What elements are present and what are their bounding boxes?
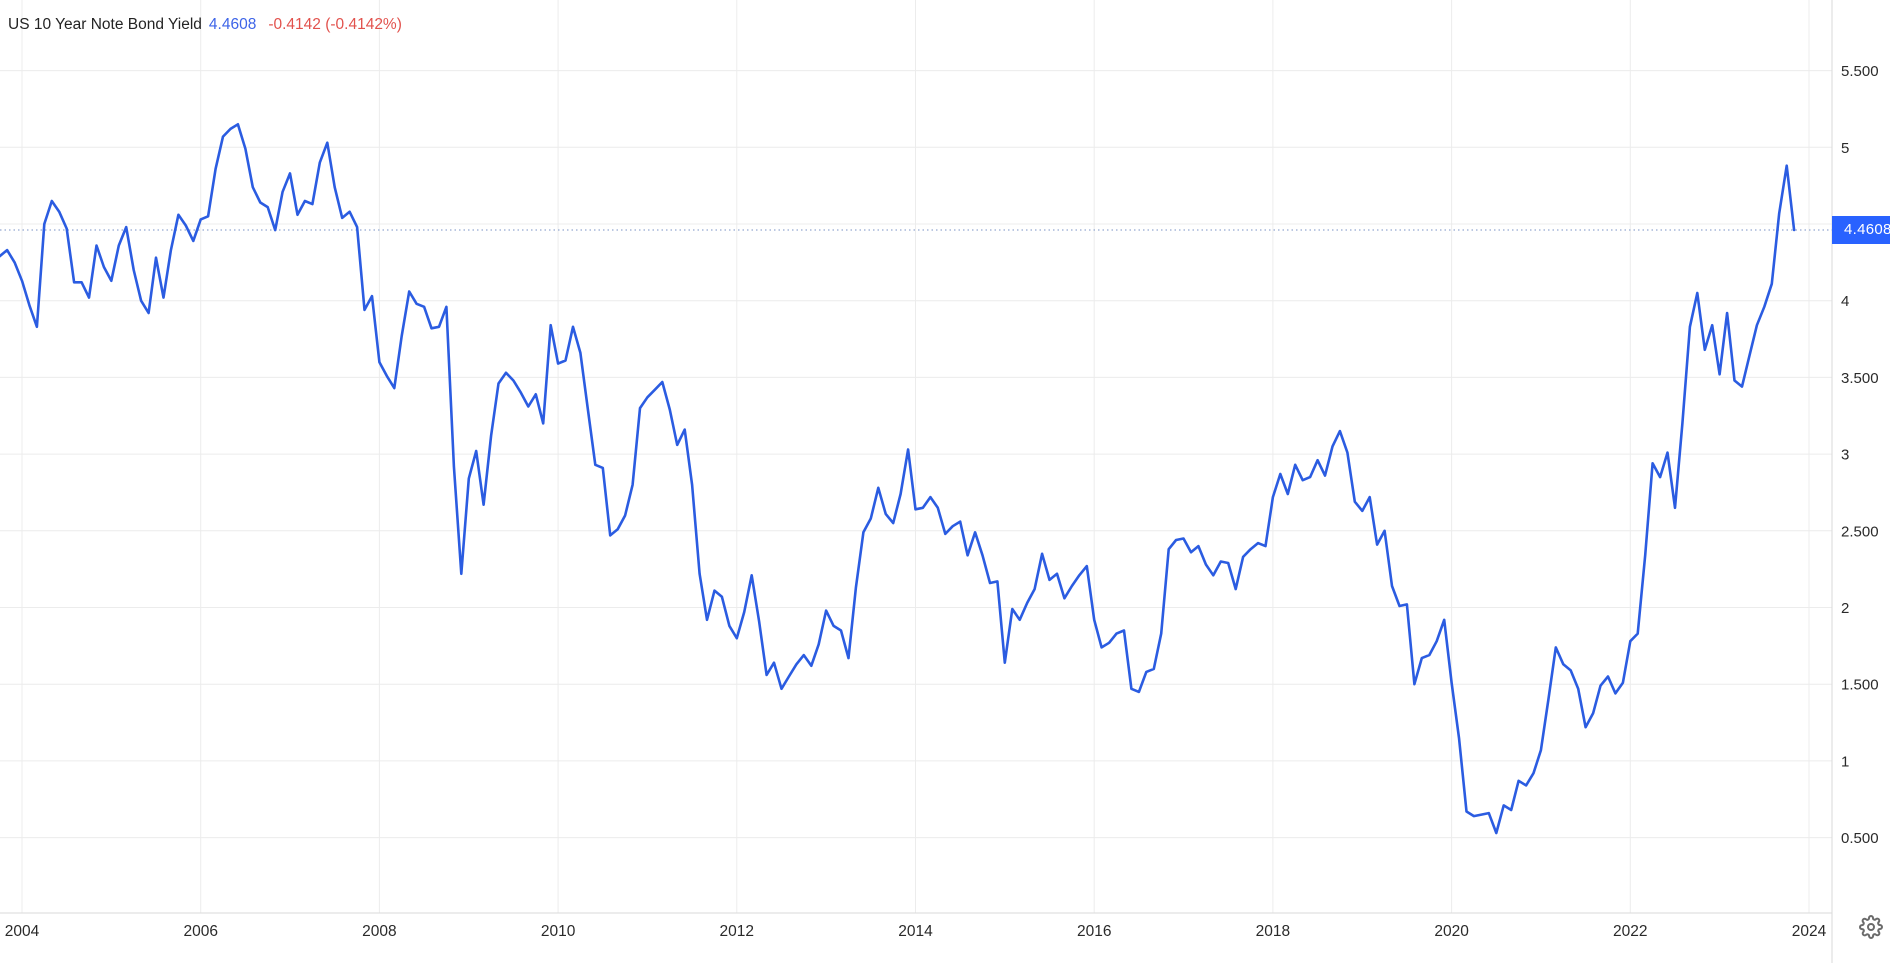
gear-icon [1859, 915, 1883, 939]
y-axis-label: 1.500 [1841, 677, 1879, 694]
y-axis-label: 5 [1841, 140, 1849, 157]
price-axis[interactable] [1832, 0, 1890, 913]
x-axis-label: 2008 [362, 923, 396, 940]
series-line[interactable] [0, 123, 1796, 835]
chart-header: US 10 Year Note Bond Yield 4.4608 -0.4142 … [8, 15, 402, 34]
last-price-value: 4.4608 [208, 16, 257, 33]
settings-button[interactable] [1858, 914, 1884, 940]
y-axis-label: 4 [1841, 293, 1849, 310]
time-axis[interactable] [0, 914, 1832, 963]
y-axis-label: 2 [1841, 600, 1849, 617]
y-axis-label: 5.500 [1841, 63, 1879, 80]
x-axis-label: 2012 [720, 923, 754, 940]
chart-title: US 10 Year Note Bond Yield [8, 16, 202, 33]
current-price-badge: 4.4608 [1832, 216, 1890, 244]
current-price-label: 4.4608 [1844, 221, 1890, 238]
x-axis-label: 2022 [1613, 923, 1647, 940]
x-axis-label: 2020 [1434, 923, 1469, 940]
x-axis-label: 2018 [1256, 923, 1290, 940]
y-axis-label: 1 [1841, 753, 1849, 770]
x-axis-label: 2016 [1077, 923, 1111, 940]
y-axis-label: 3 [1841, 447, 1849, 464]
y-axis-label: 3.500 [1841, 370, 1879, 387]
y-axis-label: 2.500 [1841, 523, 1879, 540]
x-axis-label: 2014 [898, 923, 933, 940]
price-change: -0.4142 (-0.4142%) [268, 16, 402, 33]
x-axis-label: 2006 [183, 923, 217, 940]
x-axis-label: 2010 [541, 923, 576, 940]
y-axis-label: 0.500 [1841, 830, 1879, 847]
x-axis-label: 2004 [5, 923, 40, 940]
x-axis-label: 2024 [1792, 923, 1827, 940]
